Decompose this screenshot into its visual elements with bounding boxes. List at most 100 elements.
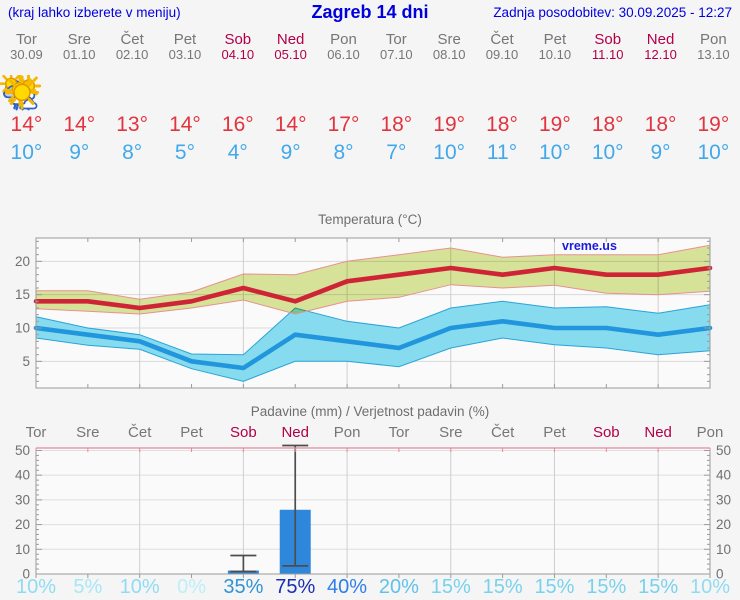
precip-probability: 20% (379, 576, 419, 598)
precip-day-label: Ned (281, 424, 309, 441)
precip-day-label: Sre (76, 424, 99, 441)
precip-day-label: Sob (593, 424, 620, 441)
precip-probability: 0% (177, 576, 206, 598)
low-temp: 10° (10, 141, 43, 164)
day-column[interactable]: Pon 06.10 17° 8° (3, 28, 370, 170)
weather-icon-sunny (5, 75, 634, 112)
day-name: Čet (490, 31, 514, 48)
day-name: Pon (330, 31, 357, 48)
day-date: 08.10 (432, 47, 466, 62)
temp-y-axis-label: 10 (15, 321, 30, 336)
precip-y-axis-label-right: 50 (716, 443, 731, 458)
day-date: 03.10 (168, 47, 202, 62)
low-temp: 8° (122, 141, 143, 164)
precip-y-axis-label-right: 40 (716, 468, 731, 483)
precip-y-axis-label-right: 10 (716, 542, 731, 557)
day-name: Tor (16, 31, 37, 48)
high-temp: 19° (433, 113, 466, 136)
day-column[interactable]: Pon 13.10 19° 10° (5, 28, 740, 170)
day-column[interactable]: Ned 05.10 14° 9° (0, 28, 317, 170)
day-name: Sob (224, 31, 252, 48)
day-column[interactable]: Sre 01.10 14° 9° (3, 28, 106, 170)
low-temp: 10° (433, 141, 466, 164)
precip-day-label: Čet (128, 424, 152, 441)
precip-y-axis-label-right: 20 (716, 517, 731, 532)
day-date: 11.10 (591, 47, 624, 62)
day-date: 12.10 (644, 47, 677, 62)
day-date: 05.10 (274, 47, 307, 62)
weather-icon-sun-clouds (3, 75, 370, 112)
day-date: 01.10 (62, 47, 96, 62)
precip-probability: 15% (431, 576, 471, 598)
precip-probability: 40% (327, 576, 367, 598)
high-temp: 14° (10, 113, 43, 136)
day-column[interactable]: Ned 12.10 18° 9° (5, 28, 687, 170)
low-temp: 9° (280, 141, 301, 164)
precip-day-label: Pet (180, 424, 203, 441)
high-temp: 19° (697, 113, 730, 136)
watermark: vreme.us (562, 239, 617, 253)
day-column[interactable]: Tor 07.10 18° 7° (3, 28, 423, 170)
low-temp: 10° (697, 141, 730, 164)
precip-day-label: Tor (26, 424, 47, 441)
day-name: Sob (594, 31, 622, 48)
weather-icon-sunny (5, 75, 581, 112)
day-column[interactable]: Pet 03.10 14° 5° (5, 28, 212, 170)
precip-y-axis-label-left: 40 (15, 468, 30, 483)
day-name: Ned (276, 31, 305, 48)
line-max-temperatura (33, 265, 713, 311)
page-header: (kraj lahko izberete v meniju) Zagreb 14… (0, 0, 740, 27)
weather-icon-sunny (5, 75, 687, 112)
weather-icon-sunny (5, 75, 476, 112)
precip-probability: 10% (690, 576, 730, 598)
day-name: Pet (543, 31, 567, 48)
precip-y-axis-label-right: 30 (716, 492, 731, 507)
day-date: 02.10 (115, 47, 149, 62)
day-column[interactable]: Čet 09.10 18° 11° (5, 28, 529, 170)
precip-probability: 10% (16, 576, 56, 598)
day-column[interactable]: Sre 08.10 19° 10° (5, 28, 476, 170)
day-name: Sre (67, 31, 91, 48)
location-menu-hint: (kraj lahko izberete v meniju) (8, 5, 181, 20)
high-temp: 13° (116, 113, 148, 136)
low-temp: 4° (227, 141, 248, 164)
precipitation-chart: Tor Sre Čet Pet Sob Ned Pon Tor Sre Čet Pet Sob Ned P… (15, 424, 731, 598)
precip-day-label: Pet (543, 424, 566, 441)
day-name: Pon (700, 31, 727, 48)
last-updated: Zadnja posodobitev: 30.09.2025 - 12:27 (493, 5, 732, 20)
low-temp: 11° (486, 141, 518, 164)
day-name: Pet (173, 31, 197, 48)
high-temp: 14° (63, 113, 96, 136)
day-date: 09.10 (485, 47, 519, 62)
weather-icon-sun-small-cloud (3, 75, 423, 112)
low-temp: 8° (333, 141, 354, 164)
day-date: 13.10 (697, 47, 730, 62)
high-temp: 14° (169, 113, 201, 136)
precip-day-label: Tor (389, 424, 410, 441)
day-column[interactable]: Sob 11.10 18° 10° (5, 28, 634, 170)
precip-probability: 10% (120, 576, 160, 598)
temp-y-axis-label: 15 (15, 287, 30, 302)
low-temp: 5° (174, 141, 195, 164)
day-date: 10.10 (538, 47, 572, 62)
high-temp: 19° (538, 113, 571, 136)
low-temp: 10° (591, 141, 624, 164)
precip-day-label: Čet (491, 424, 515, 441)
weather-icon-sunny (5, 75, 212, 112)
precip-y-axis-label-right: 0 (716, 567, 724, 582)
high-temp: 18° (486, 113, 518, 136)
precip-probability: 5% (73, 576, 102, 598)
precip-probability: 15% (638, 576, 678, 598)
low-temp: 7° (386, 141, 407, 164)
weather-icon-rain (4, 75, 264, 112)
day-column[interactable]: Sob 04.10 16° 4° (4, 28, 264, 170)
low-temp: 9° (650, 141, 671, 164)
low-temp: 10° (538, 141, 571, 164)
day-date: 30.09 (10, 47, 43, 62)
day-column[interactable]: Pet 10.10 19° 10° (5, 28, 581, 170)
precip-probability: 15% (534, 576, 574, 598)
precip-day-label: Pon (334, 424, 361, 441)
precip-day-label: Sre (439, 424, 462, 441)
day-column[interactable]: Čet 02.10 13° 8° (3, 28, 159, 170)
